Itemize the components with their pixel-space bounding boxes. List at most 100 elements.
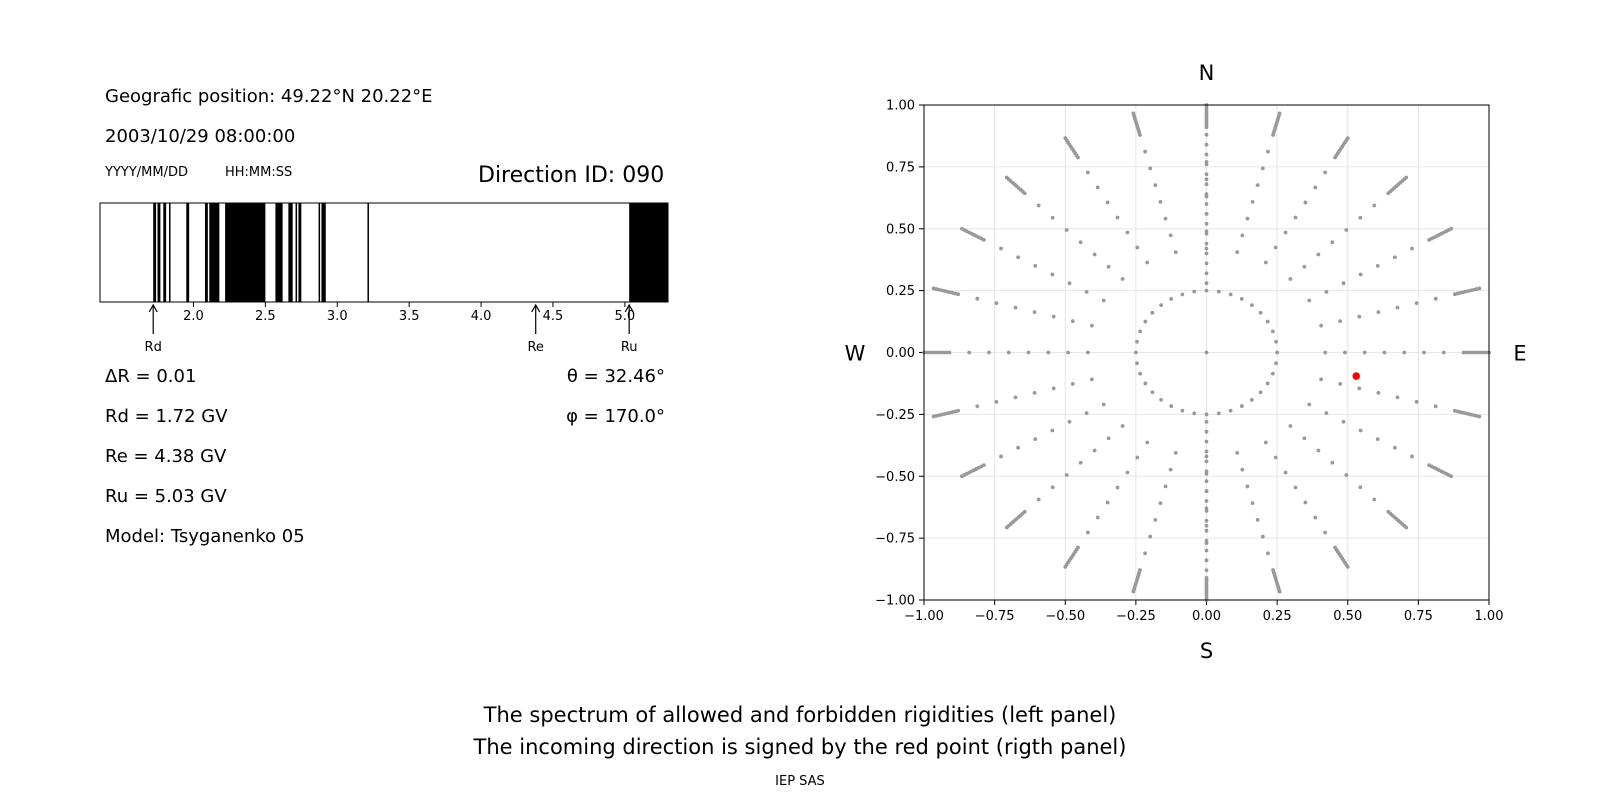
direction-point — [1441, 350, 1446, 355]
direction-point — [1204, 568, 1209, 573]
direction-point — [1204, 489, 1209, 493]
direction-point — [1449, 474, 1454, 479]
forbidden-band — [288, 203, 293, 302]
direction-point — [1239, 297, 1244, 301]
direction-point — [1192, 411, 1197, 416]
rd-value: Rd = 1.72 GV — [105, 406, 228, 427]
direction-point — [1050, 272, 1055, 277]
direction-point — [1302, 264, 1307, 269]
direction-point — [1255, 517, 1260, 522]
direction-point — [1270, 371, 1275, 376]
direction-point — [1303, 500, 1308, 505]
direction-point — [1344, 228, 1349, 232]
direction-point — [1013, 395, 1018, 400]
direction-point — [1138, 371, 1143, 376]
direction-point — [1260, 534, 1265, 539]
direction-point — [1204, 439, 1209, 444]
direction-point — [1316, 448, 1321, 453]
direction-points — [922, 103, 1491, 602]
direction-point — [1375, 263, 1380, 268]
direction-point — [1013, 305, 1018, 310]
direction-point — [1204, 412, 1209, 417]
direction-point — [1358, 272, 1363, 277]
direction-point — [1341, 281, 1346, 286]
direction-point — [1050, 485, 1055, 490]
direction-point — [1477, 414, 1482, 419]
forbidden-band — [153, 203, 157, 302]
theta-value: θ = 32.46° — [566, 366, 665, 387]
direction-point — [1307, 402, 1312, 407]
direction-point — [1067, 419, 1072, 424]
direction-point — [1477, 286, 1482, 291]
direction-point — [1131, 589, 1136, 594]
direction-point — [1158, 199, 1163, 204]
direction-point — [1125, 230, 1130, 235]
direction-point — [1145, 260, 1150, 265]
direction-point — [1004, 175, 1009, 180]
direction-point — [1345, 136, 1350, 141]
direction-point — [930, 350, 935, 355]
direction-point — [1204, 459, 1209, 464]
spectrum-frame — [99, 202, 669, 303]
direction-point — [1313, 185, 1318, 190]
direction-point — [959, 474, 964, 479]
direction-point — [1395, 305, 1400, 310]
direction-point — [1470, 350, 1474, 355]
direction-point — [1089, 377, 1094, 382]
direction-point — [1067, 281, 1072, 286]
direction-point — [1484, 350, 1489, 355]
direction-point — [1249, 397, 1254, 402]
direction-point — [1277, 589, 1282, 594]
direction-point — [1204, 538, 1209, 543]
direction-point — [1245, 216, 1250, 221]
direction-point — [1433, 296, 1438, 301]
direction-point — [1338, 319, 1343, 324]
incoming-direction-point — [1352, 372, 1361, 380]
direction-point — [1085, 530, 1090, 535]
direction-point — [1273, 245, 1278, 250]
direction-point — [1362, 350, 1367, 355]
direction-point — [1004, 525, 1009, 530]
direction-point — [1051, 314, 1056, 319]
direction-point — [927, 350, 932, 355]
direction-point — [1228, 292, 1233, 297]
direction-point — [1135, 245, 1140, 250]
y-tick-label: 1.00 — [886, 99, 915, 114]
direction-point — [1235, 250, 1240, 254]
direction-point — [1204, 509, 1209, 513]
spectrum-x-tick-label: 2.0 — [183, 309, 204, 324]
direction-point — [924, 350, 929, 355]
spectrum-x-tick-label: 4.5 — [543, 309, 564, 324]
rigidity-marker-label: Re — [527, 340, 543, 355]
direction-point — [1050, 428, 1055, 433]
rigidity-marker-label: Ru — [621, 340, 638, 355]
rigidity-marker-arrowhead — [148, 303, 158, 313]
direction-point — [1159, 303, 1164, 308]
direction-point — [1449, 226, 1454, 231]
direction-point — [1293, 215, 1298, 220]
direction-point — [1078, 460, 1083, 465]
direction-point — [1153, 517, 1158, 522]
direction-point — [1323, 530, 1328, 535]
direction-point — [975, 404, 980, 409]
rigidity-marker-arrowhead — [531, 303, 541, 313]
direction-point — [1204, 528, 1209, 533]
phi-value: φ = 170.0° — [566, 406, 665, 427]
direction-point — [1115, 485, 1120, 490]
direction-point — [939, 350, 943, 355]
forbidden-band — [629, 203, 668, 302]
direction-point — [1078, 240, 1083, 245]
time-format-label: HH:MM:SS — [225, 165, 293, 180]
model-label: Model: Tsyganenko 05 — [105, 526, 305, 547]
direction-point — [1204, 288, 1209, 293]
direction-point — [1120, 277, 1125, 281]
direction-point — [1392, 255, 1397, 260]
direction-point — [1143, 551, 1147, 556]
direction-point — [1275, 350, 1280, 355]
direction-point — [1148, 166, 1153, 171]
date-format-label: YYYY/MM/DD — [105, 165, 188, 180]
footer-credit: IEP SAS — [775, 774, 825, 789]
direction-point — [1204, 142, 1209, 147]
direction-point — [1204, 192, 1209, 197]
direction-point — [1266, 551, 1270, 556]
